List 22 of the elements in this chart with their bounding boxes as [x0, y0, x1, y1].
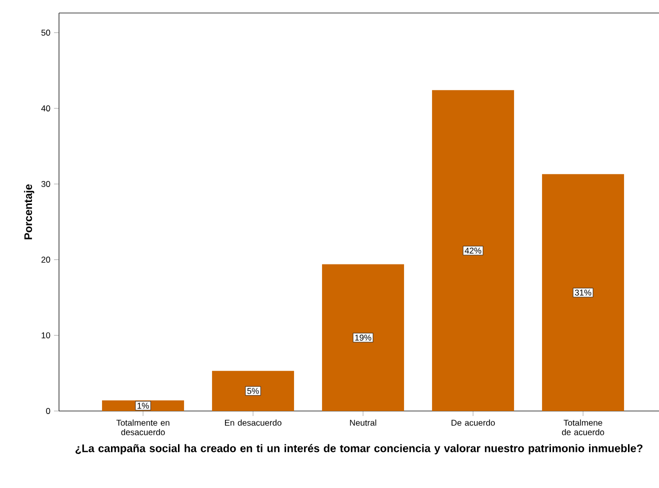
x-tick-label: De acuerdo	[452, 420, 495, 426]
y-tick-label: 50	[41, 30, 50, 36]
x-tick-label: Totalmene de acuerdo	[562, 420, 604, 436]
bar	[432, 90, 514, 411]
x-tick-label: En desacuerdo	[225, 420, 282, 426]
y-tick-label: 40	[41, 105, 50, 112]
data-label: 5%	[247, 388, 259, 394]
x-tick-label: Neutral	[350, 420, 376, 426]
x-tick-label: Totalmente en desacuerdo	[116, 420, 170, 436]
bar	[542, 174, 624, 411]
data-label: 19%	[355, 334, 372, 341]
y-tick-label: 0	[46, 408, 50, 414]
bar	[322, 264, 404, 411]
y-tick-label: 20	[41, 256, 50, 263]
x-axis-title: ¿La campaña social ha creado en ti un interés de tomar conciencia y valorar nuestro patrimonio inmueble?	[76, 444, 642, 454]
data-label: 1%	[138, 402, 149, 409]
data-label: 42%	[464, 248, 482, 254]
y-tick-label: 10	[42, 332, 50, 338]
data-label: 31%	[574, 290, 592, 296]
y-tick-label: 30	[41, 181, 50, 187]
y-axis-title: Porcentaje	[24, 184, 34, 240]
bar	[212, 370, 294, 411]
